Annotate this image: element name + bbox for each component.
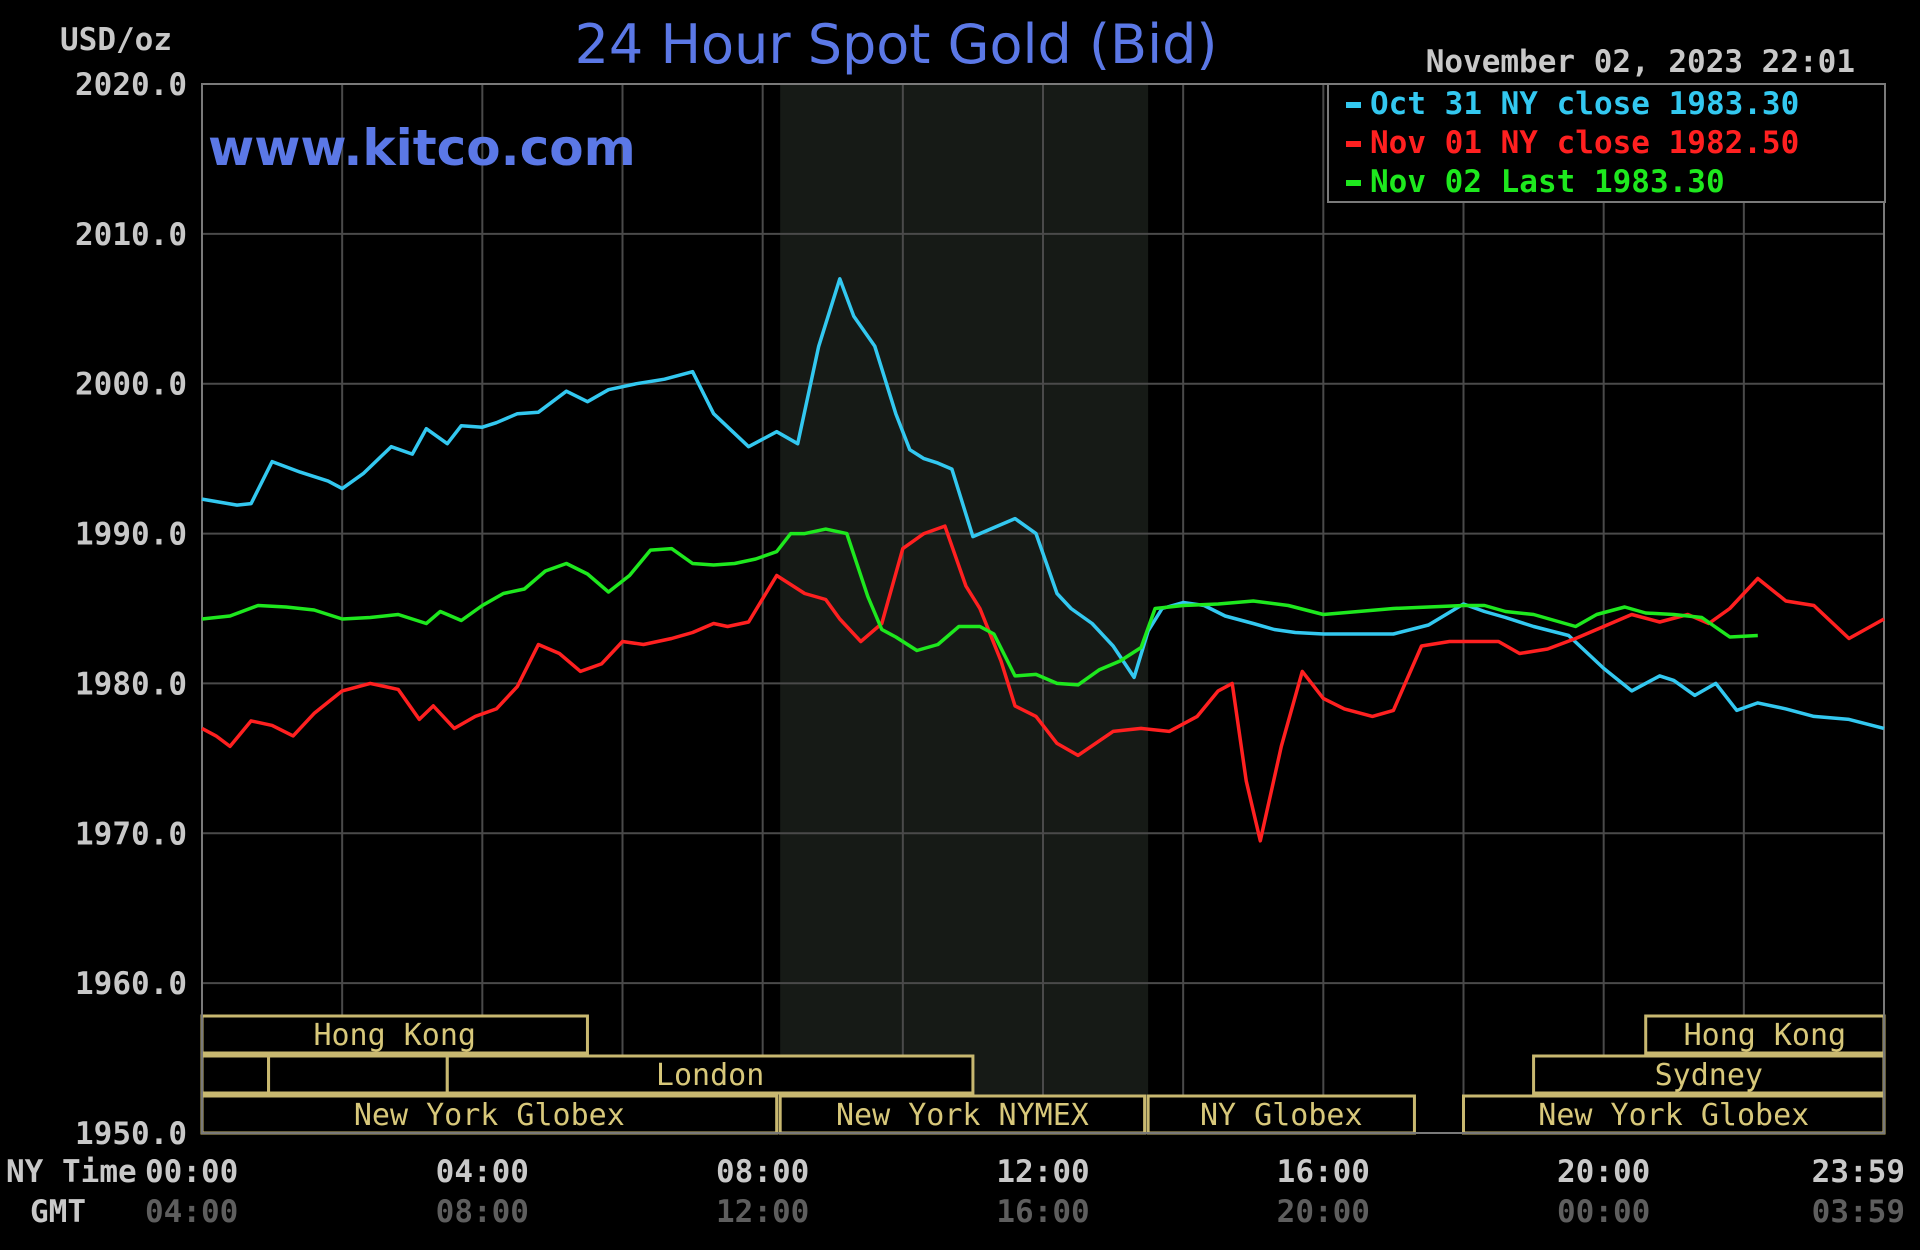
grid-lines [201, 83, 1885, 1134]
x-tick-label-ny: 23:59 [1812, 1154, 1905, 1190]
session-bar [778, 1094, 1147, 1135]
session-bar [1644, 1014, 1886, 1055]
x-tick-label-ny: 16:00 [1277, 1154, 1370, 1190]
session-label: NY Globex [1200, 1098, 1363, 1133]
x-tick-label-ny: 12:00 [996, 1154, 1089, 1190]
nymex-hours-shading [780, 84, 1149, 1133]
legend-label: Nov 02 Last 1983.30 [1370, 164, 1725, 200]
legend-swatch [1346, 141, 1361, 147]
market-sessions: Hong Kong London New York Globex New York N… [200, 1014, 1886, 1135]
session-label: Hong Kong [1684, 1018, 1847, 1053]
session-bar [200, 1054, 271, 1095]
watermark-url: www.kitco.com [208, 119, 636, 177]
x-tick-label-ny: 04:00 [436, 1154, 529, 1190]
x-axis-label-gmt: GMT [30, 1194, 86, 1230]
session-label: Hong Kong [313, 1018, 476, 1053]
y-tick-label: 1990.0 [75, 517, 187, 553]
y-tick-label: 1960.0 [75, 966, 187, 1002]
x-tick-label-ny: 08:00 [716, 1154, 809, 1190]
series-line-1 [201, 277, 1885, 731]
session-label: London [656, 1058, 764, 1093]
y-axis-unit: USD/oz [60, 22, 172, 58]
legend-label: Oct 31 NY close 1983.30 [1370, 86, 1799, 122]
timestamp: November 02, 2023 22:01 [1426, 44, 1855, 80]
y-tick-label: 2010.0 [75, 217, 187, 253]
legend-swatch [1346, 180, 1361, 186]
y-axis-ticks: 2020.0 2010.0 2000.0 1990.0 1980.0 1970.0 1960… [75, 67, 187, 1152]
x-tick-label-gmt: 04:00 [145, 1194, 238, 1230]
x-tick-label-gmt: 00:00 [1557, 1194, 1650, 1230]
x-axis-label-ny: NY Time [6, 1154, 137, 1190]
x-tick-label-ny: 20:00 [1557, 1154, 1650, 1190]
plot-border [201, 83, 1885, 1134]
x-tick-label-gmt: 08:00 [436, 1194, 529, 1230]
session-label: New York NYMEX [836, 1098, 1089, 1133]
x-axis-ticks: 00:00 04:00 08:00 12:00 16:00 20:00 23:59 04:00… [145, 1154, 1905, 1230]
session-bar [445, 1054, 975, 1095]
session-bar [1532, 1054, 1886, 1095]
y-tick-label: 2000.0 [75, 367, 187, 403]
session-bar [267, 1054, 449, 1095]
series-lines [201, 277, 1885, 843]
x-tick-label-gmt: 03:59 [1812, 1194, 1905, 1230]
session-label: Sydney [1655, 1058, 1763, 1093]
chart-title: 24 Hour Spot Gold (Bid) [575, 13, 1218, 76]
y-tick-label: 1980.0 [75, 666, 187, 702]
x-tick-label-gmt: 16:00 [996, 1194, 1089, 1230]
x-tick-label-gmt: 20:00 [1277, 1194, 1370, 1230]
y-tick-label: 2020.0 [75, 67, 187, 103]
x-tick-label-ny: 00:00 [145, 1154, 238, 1190]
legend-box [1327, 83, 1886, 203]
series-line-2 [201, 524, 1885, 843]
session-label: New York Globex [354, 1098, 625, 1133]
session-label: New York Globex [1538, 1098, 1809, 1133]
series-line-3 [201, 527, 1758, 687]
session-bar [200, 1014, 589, 1055]
legend-label: Nov 01 NY close 1982.50 [1370, 125, 1799, 161]
x-tick-label-gmt: 12:00 [716, 1194, 809, 1230]
legend-swatch [1346, 102, 1361, 108]
y-tick-label: 1950.0 [75, 1116, 187, 1152]
y-tick-label: 1970.0 [75, 816, 187, 852]
